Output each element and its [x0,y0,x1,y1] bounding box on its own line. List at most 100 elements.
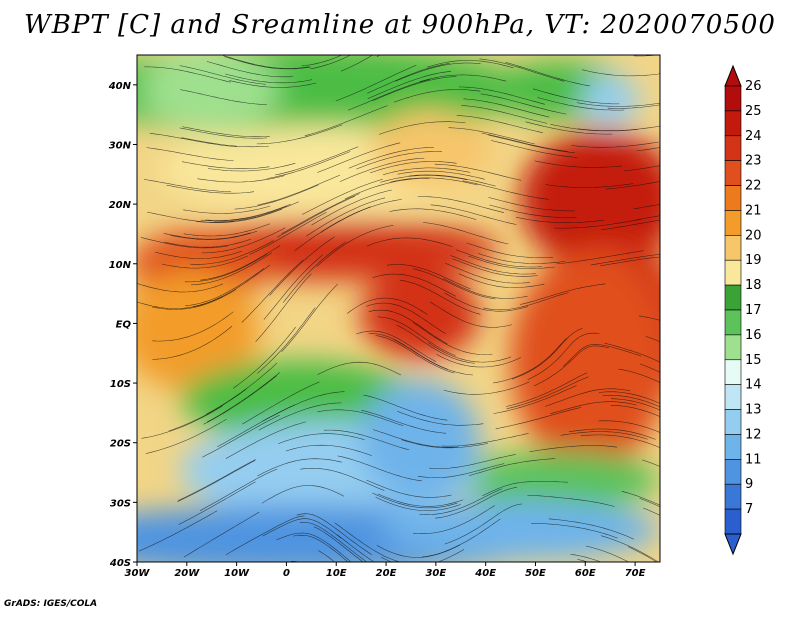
streamline [483,292,569,311]
streamline [468,255,555,269]
streamline [633,55,660,57]
streamline [532,88,620,105]
streamline [152,289,237,310]
streamline [334,522,402,562]
streamline [206,372,280,423]
streamline [197,175,285,183]
plot-frame [136,54,661,563]
streamline [375,497,461,511]
streamline [570,553,602,562]
streamline [185,268,265,307]
streamline [183,511,260,558]
streamline [604,342,660,363]
streamline [183,205,271,214]
streamline [607,104,660,109]
colorbar-swatch [724,359,742,385]
streamline [436,354,521,368]
streamline [469,458,556,476]
streamline [177,459,256,501]
lon-tick-label: 30E [425,568,446,579]
streamline [450,255,536,275]
streamline [141,405,223,439]
streamline [223,55,310,69]
streamline [413,268,496,300]
streamline [376,544,461,558]
streamline [463,98,550,118]
streamline [152,311,234,342]
streamline [366,479,452,498]
streamline [161,255,248,269]
streamline [184,253,268,283]
streamline [520,283,606,305]
streamline [434,163,522,181]
colorbar-swatch [724,235,742,261]
streamline [356,151,442,170]
streamline [556,250,644,265]
colorbar-swatch [724,384,742,410]
streamline [548,518,635,540]
streamline [553,219,642,229]
streamline [190,240,274,265]
streamline [281,193,360,235]
longitude-axis: 30W 20W 10W 0 10E 20E 30E 40E 50E 60E 70E [125,562,646,579]
streamline [628,546,657,562]
streamline [261,485,345,504]
lat-tick-label: 20S [110,439,131,450]
colorbar-swatch [724,483,742,510]
streamline [208,162,296,172]
streamline [423,222,509,245]
streamline [430,204,517,225]
streamline [479,58,565,82]
streamline [367,63,450,94]
streamline [585,545,630,562]
streamline [550,124,638,132]
colorbar-label: 13 [745,403,762,418]
streamline [300,468,385,491]
streamline [146,147,234,161]
streamline [164,238,251,248]
streamline [386,264,471,290]
streamline [366,237,453,248]
streamline [610,398,660,411]
streamline [582,69,660,77]
streamline [397,170,485,180]
streamline [200,245,281,281]
streamline [443,381,530,395]
streamline [576,102,660,107]
streamline [168,389,247,432]
streamline [643,507,660,516]
streamline [363,394,448,421]
colorbar-label: 14 [745,378,762,393]
streamline [199,468,278,512]
streamline [372,76,457,101]
streamline [527,332,600,380]
lon-tick-label: 10E [326,568,347,579]
streamline [577,559,589,562]
colorbar-label: 19 [745,253,762,268]
streamline [397,411,484,426]
streamline [638,315,660,321]
streamline [636,147,660,152]
streamline [242,381,320,425]
streamline [489,204,577,218]
streamline [590,254,660,266]
streamline [233,326,296,389]
streamline [178,481,256,525]
colorbar-label: 20 [745,228,762,243]
streamline [276,532,352,562]
streamline [458,273,545,288]
colorbar-swatch [724,508,742,535]
streamline [598,391,660,404]
streamline [276,195,356,238]
colorbar-swatch [724,409,742,435]
streamline [390,177,478,186]
colorbar-swatch [724,185,742,211]
streamline [337,455,422,482]
colorbar-label: 9 [745,477,753,492]
colorbar-label: 15 [745,353,762,368]
lat-tick-label: 20N [109,200,132,211]
streamline [412,322,493,355]
colorbar-swatch [724,334,742,361]
streamline [339,157,425,182]
streamline [618,368,660,383]
